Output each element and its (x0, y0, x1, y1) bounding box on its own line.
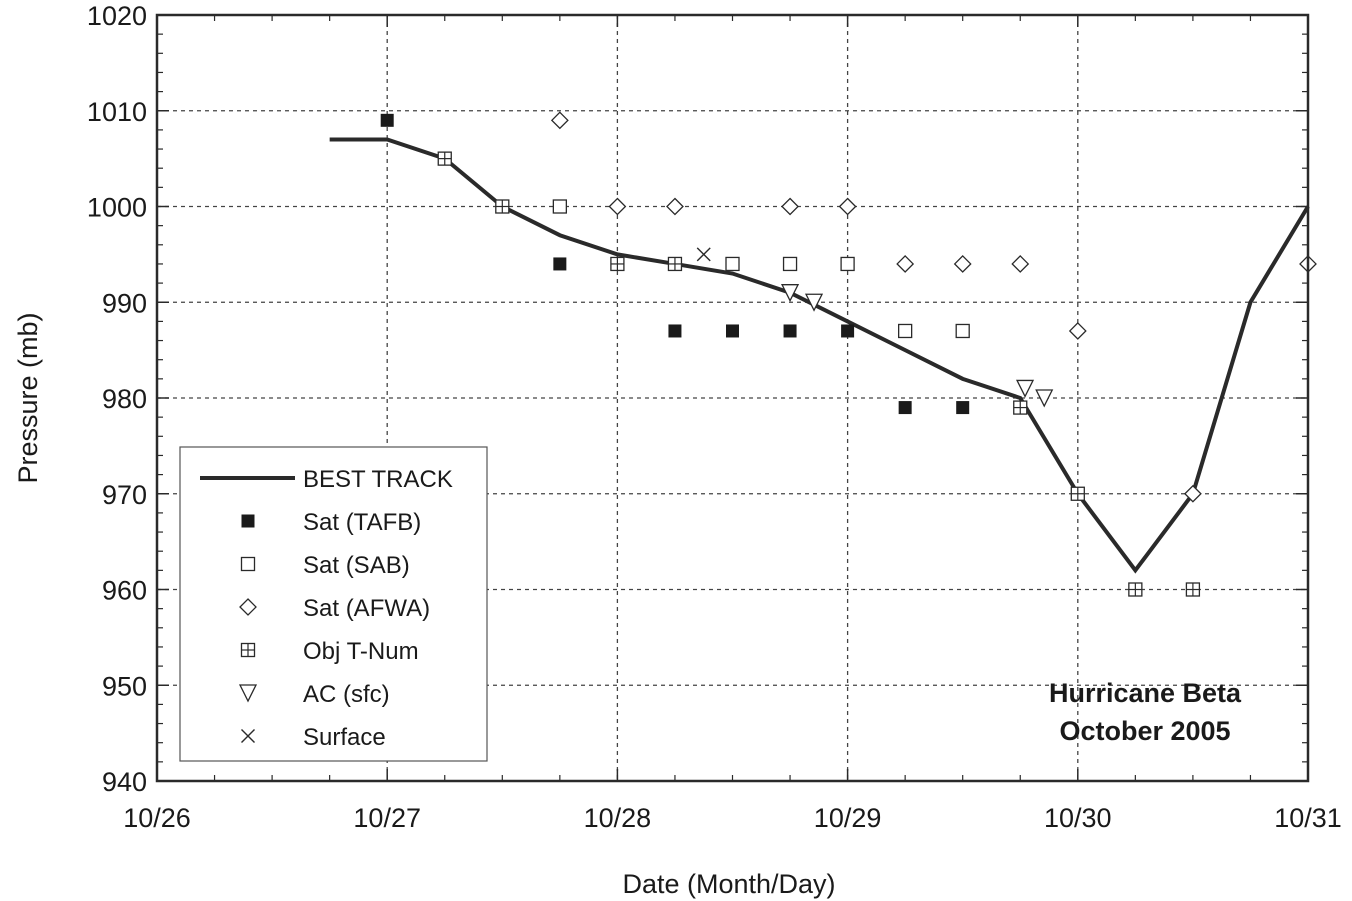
x-axis-label: Date (Month/Day) (622, 869, 835, 899)
point-sat-sab (955, 323, 970, 339)
y-tick-label: 940 (102, 767, 147, 797)
y-tick-label: 1010 (87, 97, 147, 127)
legend-swatch-sat-afwa (239, 598, 257, 616)
annotation-line-2: October 2005 (1059, 716, 1230, 746)
point-sat-tafb (841, 324, 855, 338)
annotation-line-1: Hurricane Beta (1049, 678, 1242, 708)
point-sat-afwa (953, 255, 972, 273)
y-tick-label: 980 (102, 384, 147, 414)
point-sat-afwa (1011, 255, 1030, 273)
point-sat-afwa (896, 255, 915, 273)
point-sat-tafb (380, 113, 394, 127)
tick-labels: 10/26 10/27 10/28 10/29 10/30 10/31 940 950 960 9… (87, 1, 1342, 833)
y-axis-label: Pressure (mb) (13, 312, 43, 483)
point-obj-t-num (437, 151, 452, 166)
legend-label-sat-tafb: Sat (TAFB) (303, 509, 421, 536)
legend-label-obj-t-num: Obj T-Num (303, 638, 419, 665)
series-line-best-track (329, 137, 1310, 574)
point-sat-sab (552, 199, 567, 214)
x-tick-label: 10/27 (353, 803, 421, 833)
point-sat-afwa (550, 111, 569, 130)
plot-frame (155, 13, 1310, 783)
legend-swatch-surface (241, 729, 255, 743)
x-tick-label: 10/29 (814, 803, 882, 833)
legend-swatch-ac-sfc (238, 684, 258, 703)
point-sat-tafb (898, 401, 912, 415)
data-series (329, 111, 1317, 597)
point-surface (696, 247, 711, 262)
point-sat-sab (840, 256, 855, 272)
point-ac-sfc (804, 293, 824, 312)
point-obj-t-num (667, 256, 683, 272)
x-tick-label: 10/28 (584, 803, 652, 833)
point-ac-sfc (1015, 379, 1035, 398)
point-ac-sfc (780, 284, 800, 303)
legend-swatch-obj-t-num (240, 642, 256, 658)
x-tick-label: 10/26 (123, 803, 191, 833)
point-obj-t-num (1013, 400, 1028, 415)
point-obj-t-num (1128, 582, 1143, 597)
point-sat-afwa (1183, 484, 1202, 503)
x-tick-label: 10/30 (1044, 803, 1112, 833)
point-sat-tafb (668, 324, 682, 338)
point-sat-tafb (553, 257, 567, 271)
y-tick-label: 970 (102, 480, 147, 510)
point-sat-afwa (838, 197, 857, 216)
legend-label-ac-sfc: AC (sfc) (303, 681, 390, 708)
point-obj-t-num (610, 256, 625, 272)
point-sat-tafb (726, 324, 739, 338)
y-tick-label: 960 (102, 576, 147, 606)
point-obj-t-num (495, 199, 510, 214)
point-sat-afwa (608, 197, 627, 216)
legend-label-sat-afwa: Sat (AFWA) (303, 595, 430, 622)
point-obj-t-num (1070, 486, 1085, 501)
point-sat-sab (725, 256, 740, 272)
legend-label-sat-sab: Sat (SAB) (303, 552, 410, 579)
legend-label-surface: Surface (303, 724, 386, 751)
x-tick-label: 10/31 (1274, 803, 1342, 833)
legend-box (179, 446, 488, 762)
point-sat-afwa (666, 197, 684, 216)
point-sat-sab (782, 256, 798, 272)
legend-label-best-track: BEST TRACK (303, 466, 453, 493)
y-tick-label: 1000 (87, 193, 147, 223)
point-ac-sfc (1035, 389, 1054, 408)
legend-swatch-sat-sab (240, 556, 256, 572)
point-obj-t-num (1185, 582, 1201, 597)
point-sat-sab (898, 323, 913, 339)
point-sat-tafb (783, 324, 797, 338)
legend-swatch-sat-tafb (241, 514, 255, 528)
point-sat-afwa (1068, 322, 1087, 340)
point-sat-tafb (956, 401, 970, 415)
y-tick-label: 1020 (87, 1, 147, 31)
point-sat-afwa (781, 197, 799, 216)
y-tick-label: 990 (102, 288, 147, 318)
y-tick-label: 950 (102, 671, 147, 701)
legend: BEST TRACK Sat (TAFB) Sat (SAB) Sat (AFWA) O… (179, 446, 488, 762)
